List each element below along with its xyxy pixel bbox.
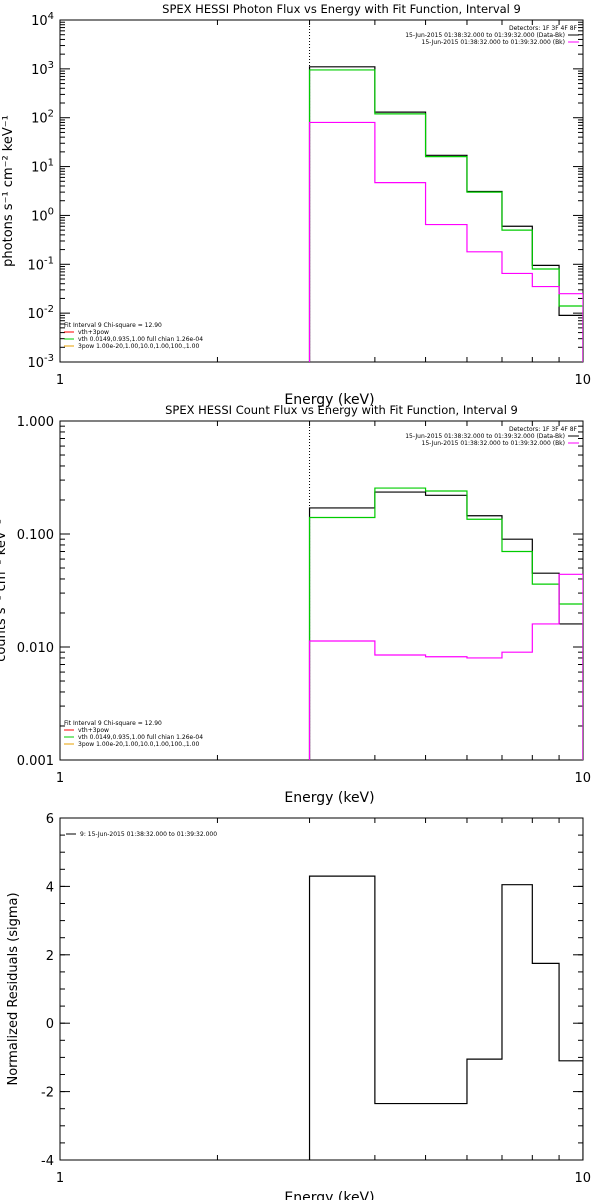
y-tick-label: 103: [31, 60, 54, 78]
x-tick-label: 10: [574, 771, 591, 786]
legend-entry: 9: 15-Jun-2015 01:38:32.000 to 01:39:32.…: [80, 831, 217, 838]
y-tick-label: 104: [31, 11, 54, 29]
legend-entry: 15-Jun-2015 01:38:32.000 to 01:39:32.000…: [405, 32, 565, 39]
plot-frame: [59, 420, 584, 761]
legend-entry: vth+3pow: [78, 727, 109, 734]
y-tick-label: 102: [31, 109, 54, 127]
chart-panel-1: 1 10 10-3 10-2 10-1 100 101 102 103 104 SPEX HESSI…: [1, 2, 591, 408]
y-tick-label: 101: [31, 158, 54, 176]
legend-entry: 15-Jun-2015 01:38:32.000 to 01:39:32.000…: [422, 39, 565, 46]
legend-entry: 3pow 1.00e-20,1.00,10.0,1.00,100.,1.00: [78, 343, 199, 350]
y-tick-label: 10-3: [27, 353, 54, 371]
series-data-bk: [308, 491, 583, 760]
series-residuals: [308, 875, 583, 1160]
x-axis-label: Energy (keV): [284, 1190, 374, 1200]
legend-entry: 15-Jun-2015 01:38:32.000 to 01:39:32.000…: [405, 433, 565, 440]
series-data-bk: [308, 66, 583, 362]
y-tick-label: 0: [46, 1017, 54, 1032]
y-tick-label: -2: [41, 1086, 54, 1101]
legend-entry: vth+3pow: [78, 329, 109, 336]
chart-panel-3: 1 10 -4 -2 0 2 4 6 Energy (keV) Normalized Residu…: [6, 812, 591, 1200]
legend-entry: Detectors: 1F 3F 4F 8F: [509, 426, 578, 433]
y-tick-label: 6: [46, 812, 54, 827]
y-tick-label: 1.000: [17, 415, 54, 430]
legend-entry: vth 0.0149,0.935,1.00 full chian 1.26e-0…: [78, 336, 203, 343]
x-axis-label: Energy (keV): [284, 392, 374, 408]
y-axis-label: counts s⁻¹ cm⁻² keV⁻¹: [0, 519, 9, 662]
plot-frame: [59, 19, 584, 363]
chart-panel-2: 1 10 0.001 0.010 0.100 1.000 SPEX HESSI Count …: [0, 403, 591, 806]
x-tick-label: 10: [574, 1171, 591, 1186]
series-bk: [308, 121, 583, 362]
legend-entry: Detectors: 1F 3F 4F 8F: [509, 25, 578, 32]
chart-title: SPEX HESSI Count Flux vs Energy with Fit…: [165, 403, 518, 417]
y-axis-label: Normalized Residuals (sigma): [6, 892, 21, 1085]
y-tick-label: 0.001: [17, 754, 54, 769]
y-tick-label: -4: [41, 1154, 54, 1169]
y-tick-label: 0.100: [17, 528, 54, 543]
legend-entry: vth 0.0149,0.935,1.00 full chian 1.26e-0…: [78, 734, 203, 741]
series-vth: [308, 69, 583, 362]
y-tick-label: 10-2: [27, 304, 54, 322]
y-tick-label: 10-1: [27, 255, 54, 273]
chart-title: SPEX HESSI Photon Flux vs Energy with Fi…: [162, 2, 521, 16]
y-tick-label: 0.010: [17, 641, 54, 656]
y-tick-label: 100: [31, 206, 54, 224]
x-tick-label: 1: [56, 771, 64, 786]
x-tick-label: 10: [574, 373, 591, 388]
legend-entry: 15-Jun-2015 01:38:32.000 to 01:39:32.000…: [422, 440, 565, 447]
legend-entry: Fit Interval 9 Chi-square = 12.90: [64, 720, 162, 727]
y-tick-label: 2: [46, 949, 54, 964]
x-tick-label: 1: [56, 1171, 64, 1186]
x-tick-label: 1: [56, 373, 64, 388]
plot-frame: [59, 817, 584, 1161]
y-axis-label: photons s⁻¹ cm⁻² keV⁻¹: [1, 115, 16, 267]
x-axis-label: Energy (keV): [284, 790, 374, 806]
legend-entry: 3pow 1.00e-20,1.00,10.0,1.00,100.,1.00: [78, 741, 199, 748]
series-bk: [308, 573, 583, 760]
legend-entry: Fit Interval 9 Chi-square = 12.90: [64, 322, 162, 329]
y-tick-label: 4: [46, 880, 54, 895]
